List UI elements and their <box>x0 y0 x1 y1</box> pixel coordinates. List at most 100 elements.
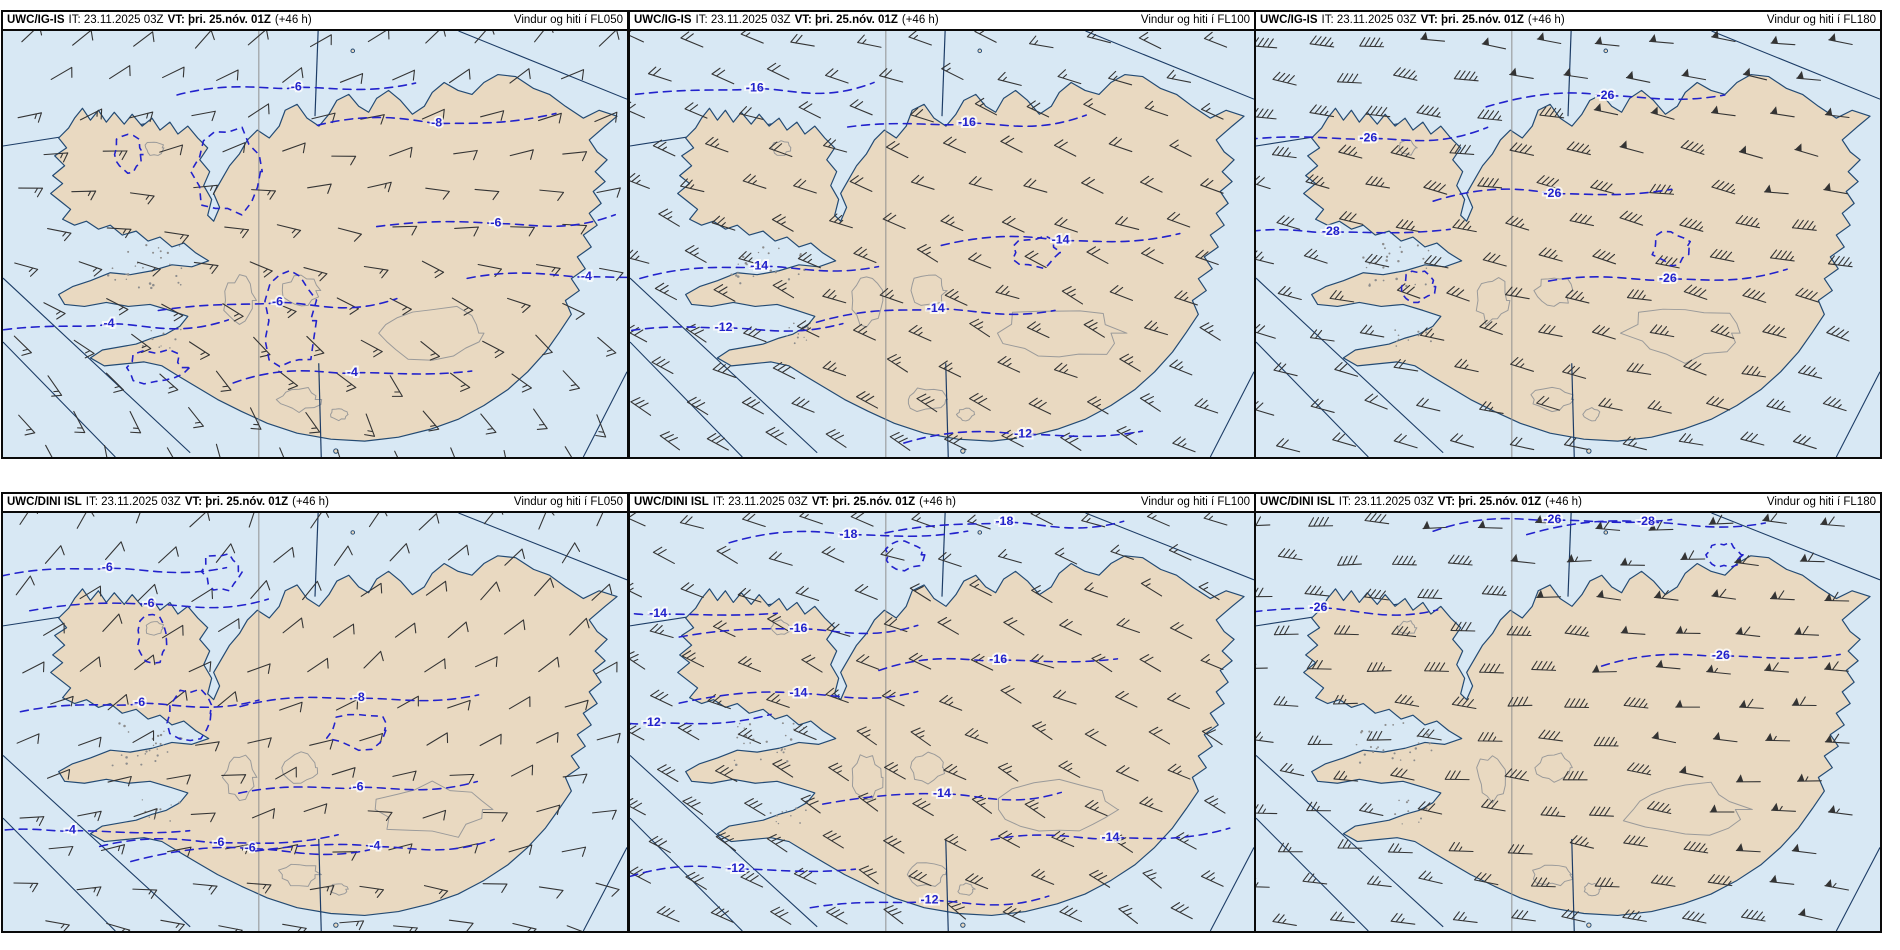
isotherm-label: -14 <box>933 786 951 800</box>
panel-header-left: UWC/IG-IS IT: 23.11.2025 03Z VT: þri. 25.n… <box>634 12 943 29</box>
panel-title: Vindur og hiti í FL180 <box>1766 14 1876 26</box>
weather-map-svg: -16 -16 -14 -14 -14 -12 -12 <box>630 31 1254 457</box>
meridian-lines <box>1256 31 1880 457</box>
model-name: UWC/IG-IS <box>634 14 692 26</box>
isotherm-contours: -26 -26 -26 -28 -26 <box>1256 86 1788 287</box>
isotherm-label: -12 <box>727 861 745 875</box>
model-name: UWC/DINI ISL <box>634 496 709 508</box>
isotherm-label: -6 <box>213 835 224 849</box>
isotherm-label: -28 <box>1322 224 1340 238</box>
wind-barb-field <box>630 513 1228 925</box>
valid-time: VT: þri. 25.nóv. 01Z <box>1420 14 1524 26</box>
weather-panel-dini-fl180: UWC/DINI ISL IT: 23.11.2025 03Z VT: þri. 2… <box>1254 492 1882 933</box>
isotherm-label: -26 <box>1543 186 1561 200</box>
isotherm-label: -14 <box>790 686 808 700</box>
isotherm-label: -4 <box>104 316 115 330</box>
panel-header-left: UWC/IG-IS IT: 23.11.2025 03Z VT: þri. 25.n… <box>7 12 316 29</box>
isotherm-label: -6 <box>490 216 501 230</box>
isotherm-label: -28 <box>1637 514 1655 528</box>
isotherm-label: -12 <box>643 715 661 729</box>
isotherm-label: -8 <box>354 690 365 704</box>
panel-header-left: UWC/DINI ISL IT: 23.11.2025 03Z VT: þri. 2… <box>1260 494 1586 511</box>
init-time: IT: 23.11.2025 03Z <box>1321 14 1417 26</box>
map-canvas: -18 -18 -14 -16 -16 -14 -12 -14 -14 -12 -12 <box>630 513 1254 931</box>
map-canvas: -6 -6 -6 -8 -6 -4 -6 -6 -4 <box>3 513 627 931</box>
isotherm-label: -16 <box>989 652 1007 666</box>
panel-header: UWC/IG-IS IT: 23.11.2025 03Z VT: þri. 25.n… <box>3 12 627 31</box>
meridian-lines <box>3 513 627 931</box>
skerry-speckles <box>1355 722 1433 825</box>
isotherm-label: -14 <box>750 258 768 272</box>
iceland-landmass <box>1303 530 1871 928</box>
isotherm-label: -26 <box>1596 88 1614 102</box>
isotherm-label: -16 <box>746 81 764 95</box>
isotherm-label: -26 <box>1309 600 1327 614</box>
isotherm-label: -6 <box>291 79 302 93</box>
glacier-outlines <box>1398 139 1741 422</box>
isotherm-label: -16 <box>790 621 808 635</box>
valid-time: VT: þri. 25.nóv. 01Z <box>1437 496 1542 508</box>
isotherm-rings <box>1400 230 1692 304</box>
isotherm-label: -6 <box>144 596 155 610</box>
model-name: UWC/DINI ISL <box>7 496 82 508</box>
map-canvas: -26 -26 -26 -28 -26 <box>1256 31 1880 457</box>
meridian-lines <box>630 31 1254 457</box>
isotherm-rings <box>884 540 926 572</box>
init-time: IT: 23.11.2025 03Z <box>712 496 808 508</box>
panel-title: Vindur og hiti í FL050 <box>513 496 623 508</box>
weather-panel-igis-fl100: UWC/IG-IS IT: 23.11.2025 03Z VT: þri. 25.n… <box>628 10 1256 459</box>
panel-title: Vindur og hiti í FL100 <box>1140 496 1250 508</box>
isotherm-rings <box>1705 541 1744 568</box>
weather-panel-igis-fl050: UWC/IG-IS IT: 23.11.2025 03Z VT: þri. 25.n… <box>1 10 629 459</box>
init-time: IT: 23.11.2025 03Z <box>695 14 791 26</box>
weather-map-svg: -6 -6 -6 -8 -6 -4 -6 -6 -4 <box>3 513 627 931</box>
isotherm-label: -6 <box>353 779 364 793</box>
isotherm-label: -26 <box>1659 271 1677 285</box>
lead-time: (+46 h) <box>901 14 939 26</box>
isotherm-label: -4 <box>347 365 358 379</box>
panel-header: UWC/DINI ISL IT: 23.11.2025 03Z VT: þri. 2… <box>630 494 1254 513</box>
isotherm-label: -12 <box>1014 427 1032 441</box>
map-canvas: -16 -16 -14 -14 -14 -12 -12 <box>630 31 1254 457</box>
wind-barb-field <box>630 31 1228 453</box>
isotherm-contours: -6 -6 -6 -8 -6 -4 -6 -6 -4 <box>3 558 495 863</box>
lead-time: (+46 h) <box>919 496 956 508</box>
weather-map-svg: -26 -28 -26 -26 <box>1256 513 1880 931</box>
isotherm-label: -18 <box>995 514 1013 528</box>
skerry-speckles <box>1362 242 1432 347</box>
isotherm-contours: -16 -16 -14 -14 -14 -12 -12 <box>630 79 1181 444</box>
isotherm-label: -8 <box>431 116 442 130</box>
init-time: IT: 23.11.2025 03Z <box>85 496 181 508</box>
map-canvas: -26 -28 -26 -26 <box>1256 513 1880 931</box>
panel-title: Vindur og hiti í FL050 <box>513 14 623 26</box>
panel-header: UWC/DINI ISL IT: 23.11.2025 03Z VT: þri. 2… <box>3 494 627 513</box>
meridian-lines <box>1256 513 1880 931</box>
panel-header-left: UWC/DINI ISL IT: 23.11.2025 03Z VT: þri. 2… <box>7 494 333 511</box>
panel-header-left: UWC/IG-IS IT: 23.11.2025 03Z VT: þri. 25.n… <box>1260 12 1569 29</box>
panel-header: UWC/IG-IS IT: 23.11.2025 03Z VT: þri. 25.n… <box>1256 12 1880 31</box>
weather-panel-dini-fl050: UWC/DINI ISL IT: 23.11.2025 03Z VT: þri. 2… <box>1 492 629 933</box>
init-time: IT: 23.11.2025 03Z <box>1338 496 1434 508</box>
isotherm-label: -14 <box>927 301 945 315</box>
glacier-outlines <box>145 621 494 896</box>
meridian-lines <box>3 31 627 457</box>
isotherm-rings <box>136 552 388 752</box>
lead-time: (+46 h) <box>292 496 329 508</box>
panel-title: Vindur og hiti í FL180 <box>1766 496 1876 508</box>
map-canvas: -6 -8 -6 -4 -6 -4 -4 <box>3 31 627 457</box>
isotherm-label: -14 <box>1052 233 1070 247</box>
isotherm-contours: -18 -18 -14 -16 -16 -14 -12 -14 -14 -12 -12 <box>630 513 1231 909</box>
isotherm-label: -12 <box>715 320 733 334</box>
isotherm-label: -4 <box>65 823 76 837</box>
isotherm-label: -6 <box>245 841 256 855</box>
isotherm-label: -6 <box>272 294 283 308</box>
panel-title: Vindur og hiti í FL100 <box>1140 14 1250 26</box>
valid-time: VT: þri. 25.nóv. 01Z <box>811 496 916 508</box>
model-name: UWC/DINI ISL <box>1260 496 1335 508</box>
iceland-landmass <box>50 48 618 454</box>
glacier-outlines <box>770 619 1120 896</box>
isotherm-contours: -26 -28 -26 -26 <box>1256 513 1841 667</box>
isotherm-label: -14 <box>649 606 667 620</box>
iceland-landmass <box>50 530 618 928</box>
isotherm-label: -26 <box>1359 130 1377 144</box>
